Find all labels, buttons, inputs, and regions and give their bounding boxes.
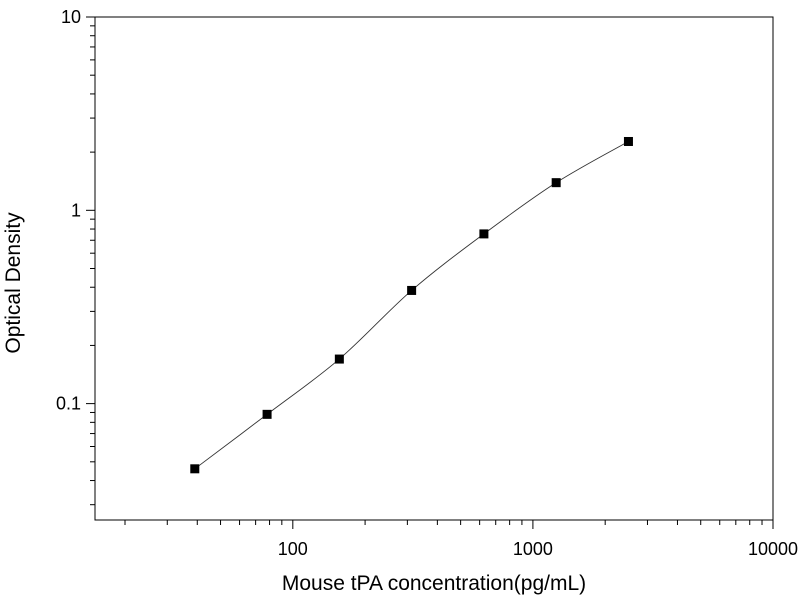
data-point [551, 178, 561, 188]
data-point [407, 285, 417, 295]
data-point [623, 136, 633, 146]
data-point [190, 464, 200, 474]
plot-frame [94, 16, 774, 521]
x-tick-label: 1000 [513, 539, 553, 559]
y-axis-ticks: 0.1 1 10 [56, 7, 95, 506]
data-point [334, 354, 344, 364]
y-tick-label: 1 [71, 200, 81, 220]
y-axis-title: Optical Density [2, 212, 25, 354]
data-point [479, 229, 489, 239]
x-tick-label: 10000 [748, 539, 798, 559]
x-tick-label: 100 [278, 539, 308, 559]
y-tick-label: 0.1 [56, 394, 81, 414]
fit-curve [194, 141, 629, 470]
y-tick-label: 10 [61, 7, 81, 27]
data-points [190, 136, 633, 474]
x-axis-ticks: 100 1000 10000 [124, 520, 798, 559]
data-point [262, 409, 272, 419]
x-axis-title: Mouse tPA concentration(pg/mL) [282, 572, 586, 595]
